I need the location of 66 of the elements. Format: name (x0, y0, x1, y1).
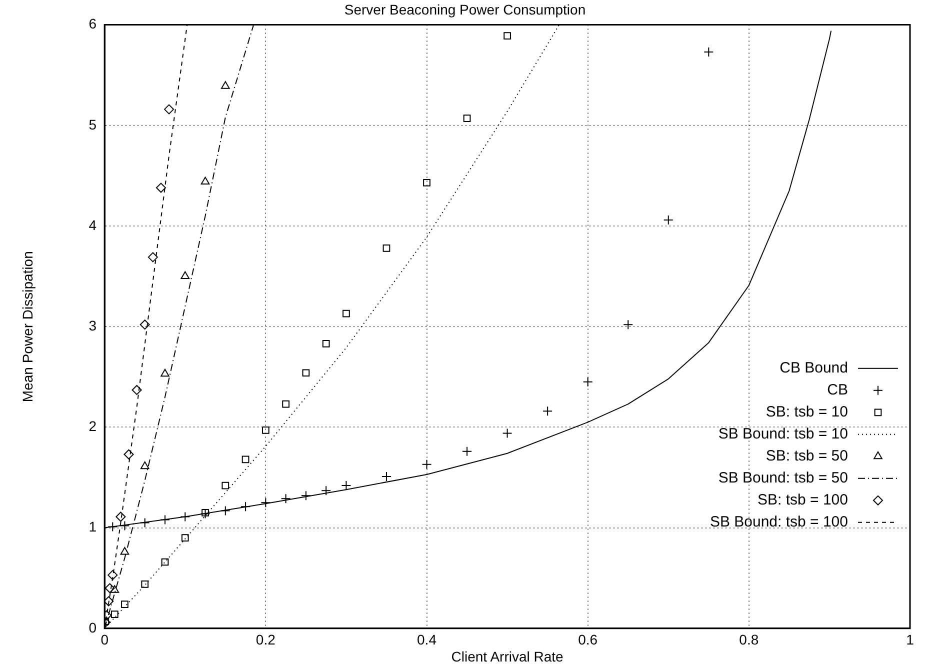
point (280, 494, 291, 504)
x-axis-title: Client Arrival Rate (451, 648, 564, 664)
point (132, 384, 142, 395)
y-axis-title: Mean Power Dissipation (19, 251, 36, 402)
point (140, 320, 150, 330)
x-tick-label: 0.8 (739, 632, 759, 648)
point (262, 426, 270, 434)
point (242, 456, 250, 464)
y-tick-label: 1 (88, 518, 97, 535)
x-tick-label: 0.4 (417, 632, 437, 648)
legend-label: CB (827, 382, 848, 399)
legend-label: SB: tsb = 10 (766, 404, 848, 421)
point (104, 583, 115, 594)
point (422, 459, 432, 470)
legend-label: CB Bound (780, 360, 848, 377)
y-tick-label: 2 (88, 418, 97, 434)
point (463, 114, 471, 122)
point (110, 585, 120, 593)
point (104, 596, 114, 606)
legend-label: SB: tsb = 100 (758, 492, 848, 509)
point (181, 534, 189, 542)
point (321, 486, 332, 496)
point (116, 512, 126, 522)
point (542, 406, 553, 416)
point (322, 340, 330, 348)
point (202, 509, 209, 516)
y-tick-label: 6 (88, 16, 97, 32)
point (160, 368, 170, 377)
y-tick-label: 3 (88, 317, 97, 334)
point (302, 369, 310, 377)
point (504, 32, 511, 40)
x-tick-label: 0.2 (256, 632, 276, 648)
legend-label: SB: tsb = 50 (766, 448, 848, 465)
point (200, 176, 210, 184)
point (108, 570, 118, 580)
point (120, 546, 130, 555)
point (582, 376, 593, 387)
x-tick-label: 0.6 (578, 632, 598, 648)
point (164, 104, 174, 114)
legend-label: SB Bound: tsb = 100 (710, 514, 848, 531)
point (222, 482, 230, 490)
point (110, 610, 118, 618)
x-tick-label: 1 (906, 632, 914, 648)
y-tick-label: 4 (88, 216, 97, 233)
x-tick-label: 0 (100, 632, 109, 648)
point (623, 320, 634, 330)
legend-label: SB Bound: tsb = 10 (718, 426, 848, 443)
chart-title: Server Beaconing Power Consumption (344, 1, 586, 18)
legend-label: SB Bound: tsb = 50 (718, 470, 848, 487)
point (502, 428, 512, 438)
point (161, 558, 169, 566)
point (221, 81, 230, 89)
point (124, 449, 134, 460)
point (462, 446, 472, 456)
point (342, 310, 350, 318)
point (140, 461, 150, 470)
point (423, 179, 430, 186)
y-tick-label: 0 (88, 619, 97, 636)
point (382, 244, 390, 252)
point (282, 400, 290, 408)
point (121, 600, 128, 608)
point (156, 182, 166, 193)
y-tick-label: 5 (88, 116, 97, 132)
point (141, 580, 149, 588)
point (180, 271, 190, 280)
point (148, 252, 158, 262)
